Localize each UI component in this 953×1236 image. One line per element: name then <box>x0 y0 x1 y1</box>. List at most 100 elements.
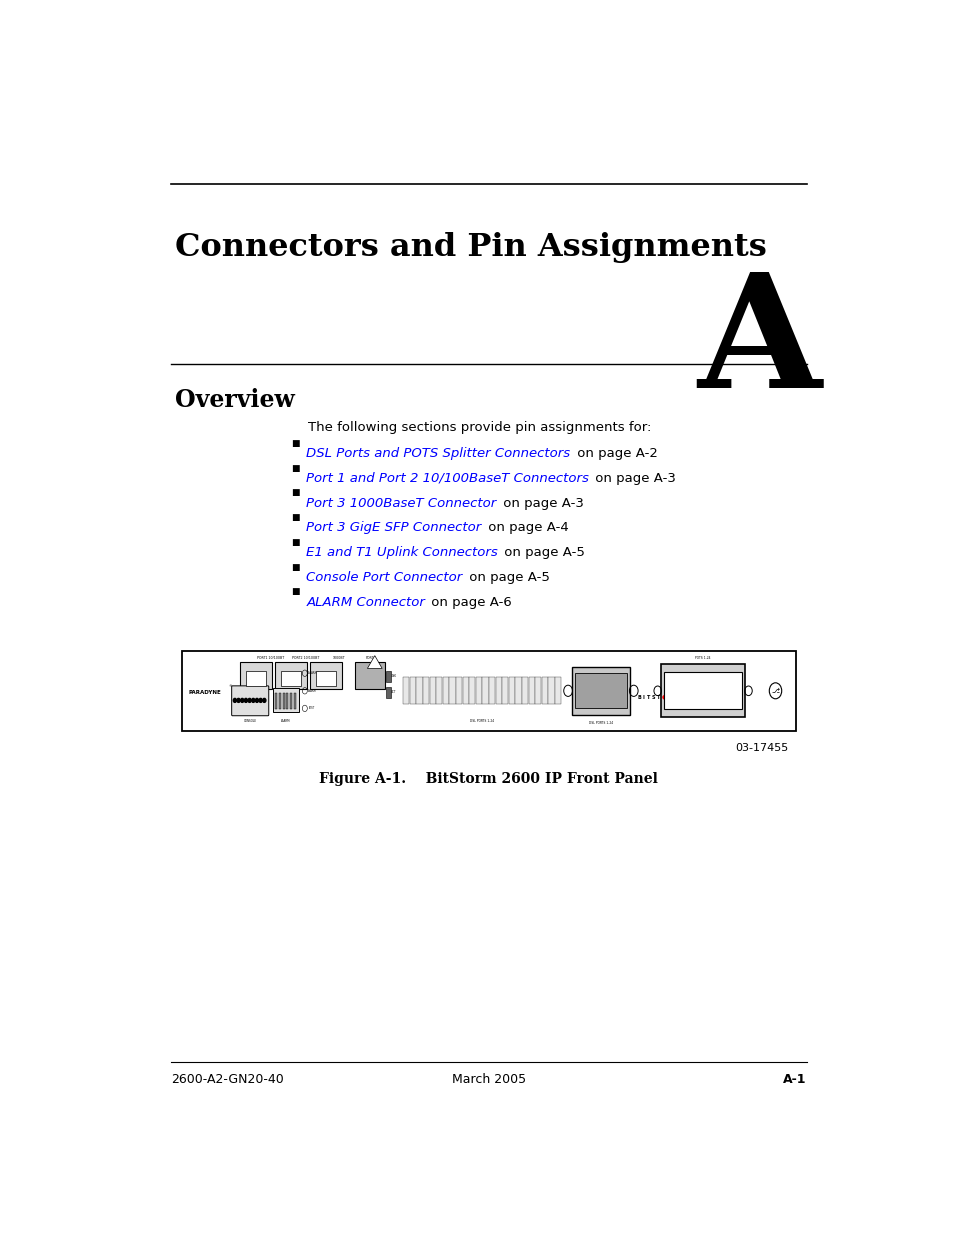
Text: DSL PORTS 1-24: DSL PORTS 1-24 <box>588 721 613 724</box>
Text: ■: ■ <box>291 464 299 472</box>
Text: PORT3: PORT3 <box>365 656 376 660</box>
Text: ALARM Connector: ALARM Connector <box>306 596 425 608</box>
Circle shape <box>259 698 262 702</box>
Bar <box>535 677 540 705</box>
Bar <box>355 662 384 690</box>
Bar <box>508 677 515 705</box>
Bar <box>429 677 436 705</box>
Text: PORT2 10/100BT: PORT2 10/100BT <box>292 656 319 660</box>
Text: R: R <box>665 695 669 700</box>
Polygon shape <box>367 655 382 669</box>
Bar <box>495 677 501 705</box>
Bar <box>436 677 442 705</box>
Text: ■: ■ <box>291 488 299 497</box>
Text: A: A <box>696 267 820 421</box>
Text: Port 3 GigE SFP Connector: Port 3 GigE SFP Connector <box>306 522 481 534</box>
Bar <box>279 693 280 709</box>
Text: PORT1 10/100BT: PORT1 10/100BT <box>257 656 284 660</box>
Bar <box>442 677 449 705</box>
Bar <box>310 662 341 690</box>
Bar <box>501 677 508 705</box>
Bar <box>449 677 456 705</box>
Bar <box>239 662 272 690</box>
Text: ■: ■ <box>291 513 299 522</box>
Text: POTS 1-24: POTS 1-24 <box>695 656 710 660</box>
Circle shape <box>248 698 251 702</box>
Text: A-1: A-1 <box>782 1073 806 1085</box>
Text: 2600-A2-GN20-40: 2600-A2-GN20-40 <box>171 1073 283 1085</box>
Text: ●: ● <box>660 695 665 700</box>
Text: on page A-6: on page A-6 <box>427 596 512 608</box>
Bar <box>286 693 288 709</box>
Text: ■: ■ <box>291 562 299 571</box>
Bar <box>515 677 521 705</box>
Text: 03-17455: 03-17455 <box>735 743 787 753</box>
Text: M: M <box>670 695 675 700</box>
Bar <box>416 677 422 705</box>
Bar <box>422 677 429 705</box>
Bar <box>290 693 292 709</box>
Text: ■: ■ <box>291 439 299 447</box>
Text: B: B <box>637 695 640 700</box>
Text: ALARM: ALARM <box>308 688 316 693</box>
Bar <box>469 677 475 705</box>
Text: 2600: 2600 <box>676 695 688 700</box>
Bar <box>528 677 535 705</box>
Bar <box>571 666 629 714</box>
Circle shape <box>255 698 258 702</box>
Text: on page A-3: on page A-3 <box>591 472 676 485</box>
Text: ALARM S: ALARM S <box>308 671 318 675</box>
Text: TEST: TEST <box>308 707 314 711</box>
Bar <box>521 677 528 705</box>
Text: on page A-4: on page A-4 <box>483 522 568 534</box>
Text: ALARM: ALARM <box>281 719 291 723</box>
Text: on page A-2: on page A-2 <box>572 447 657 460</box>
Text: Console Port Connector: Console Port Connector <box>306 571 462 583</box>
Bar <box>462 677 468 705</box>
FancyBboxPatch shape <box>232 686 269 716</box>
Circle shape <box>262 698 266 702</box>
Text: DSL Ports and POTS Splitter Connectors: DSL Ports and POTS Splitter Connectors <box>306 447 570 460</box>
Text: T: T <box>656 695 659 700</box>
Bar <box>275 693 277 709</box>
Text: E1 and T1 Uplink Connectors: E1 and T1 Uplink Connectors <box>306 546 497 559</box>
Text: on page A-5: on page A-5 <box>499 546 584 559</box>
Bar <box>282 693 284 709</box>
Text: LINK: LINK <box>391 675 396 679</box>
Bar <box>456 677 461 705</box>
Text: Overview: Overview <box>174 388 294 412</box>
Text: on page A-5: on page A-5 <box>464 571 549 583</box>
Circle shape <box>236 698 240 702</box>
Text: Port 3 1000BaseT Connector: Port 3 1000BaseT Connector <box>306 497 496 509</box>
Bar <box>548 677 554 705</box>
Text: ⎇: ⎇ <box>771 687 779 693</box>
Bar <box>315 671 335 686</box>
Bar <box>273 688 298 712</box>
Circle shape <box>233 698 236 702</box>
Bar <box>294 693 295 709</box>
Text: CONSOLE: CONSOLE <box>243 719 256 723</box>
Text: Connectors and Pin Assignments: Connectors and Pin Assignments <box>174 232 766 263</box>
Circle shape <box>240 698 244 702</box>
Bar <box>663 672 741 709</box>
Text: PARADYNE: PARADYNE <box>188 690 221 695</box>
Bar <box>541 677 547 705</box>
Bar <box>385 687 391 698</box>
Bar <box>385 671 391 682</box>
Bar <box>482 677 488 705</box>
Text: ACT: ACT <box>391 691 396 695</box>
Text: ■: ■ <box>291 538 299 546</box>
Bar <box>489 677 495 705</box>
Text: Figure A-1.    BitStorm 2600 IP Front Panel: Figure A-1. BitStorm 2600 IP Front Panel <box>319 771 658 786</box>
Bar <box>274 662 306 690</box>
Circle shape <box>252 698 254 702</box>
Text: March 2005: March 2005 <box>452 1073 525 1085</box>
Bar <box>410 677 416 705</box>
Text: Port 1 and Port 2 10/100BaseT Connectors: Port 1 and Port 2 10/100BaseT Connectors <box>306 472 589 485</box>
Text: T: T <box>646 695 650 700</box>
Bar <box>246 671 266 686</box>
Bar <box>476 677 481 705</box>
Text: The following sections provide pin assignments for:: The following sections provide pin assig… <box>308 421 651 435</box>
Text: DSL PORTS 1-24: DSL PORTS 1-24 <box>470 719 494 723</box>
Bar <box>555 677 560 705</box>
